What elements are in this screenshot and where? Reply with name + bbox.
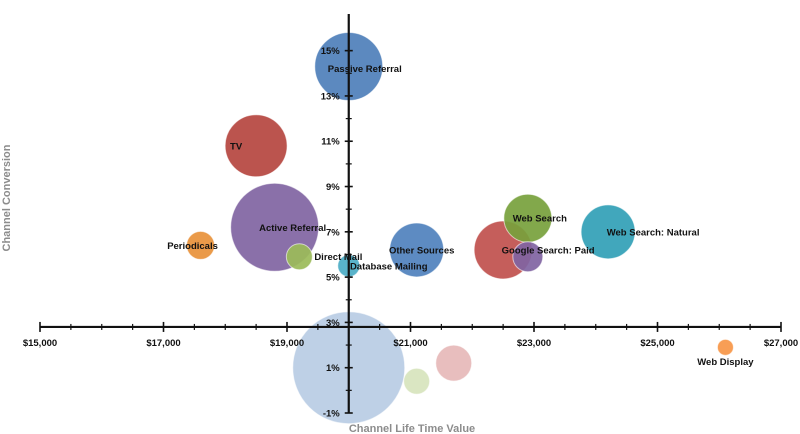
bubble-labels-layer: Passive Referral TV Active Referral Periodi… [167, 64, 754, 368]
y-tick-label: 13% [321, 91, 341, 102]
bubble-unlabeled-9 [512, 241, 544, 273]
y-tick-label: -1% [323, 409, 340, 420]
y-tick-label: 11% [321, 137, 340, 148]
y-tick-label: 9% [326, 182, 340, 193]
x-tick-label: $19,000 [270, 338, 304, 349]
bubble-label: Database Mailing [350, 261, 428, 272]
x-axis-title: Channel Life Time Value [349, 423, 475, 434]
bubble-label: Google Search: Paid [502, 245, 595, 256]
axes-layer: $15,000 $17,000 $19,000 $21,000 $23,000 $25,0… [23, 14, 798, 420]
bubble-unlabeled-12 [403, 367, 431, 395]
x-tick-label: $27,000 [764, 338, 798, 349]
bubble-label: Other Sources [389, 245, 454, 256]
bubble-label: Passive Referral [328, 64, 402, 75]
x-tick-label: $23,000 [517, 338, 551, 349]
bubble-periodicals [186, 230, 216, 260]
bubble-web-display [716, 338, 734, 356]
bubble-label: Web Search [513, 214, 567, 225]
bubble-label: Active Referral [259, 223, 326, 234]
x-tick-label: $25,000 [640, 338, 674, 349]
y-tick-label: 1% [326, 363, 340, 374]
y-tick-label: 15% [321, 46, 341, 57]
x-tick-label: $21,000 [393, 338, 427, 349]
bubble-unlabeled-13 [435, 344, 473, 382]
bubble-web-search-natural [580, 204, 636, 260]
bubble-label: Direct Mail [314, 252, 362, 263]
y-axis-title: Channel Conversion [1, 144, 13, 251]
x-tick-label: $15,000 [23, 338, 57, 349]
bubble-direct-mail [285, 243, 313, 271]
bubble-label: Web Search: Natural [607, 227, 700, 238]
bubble-label: Periodicals [167, 241, 218, 252]
y-tick-label: 5% [326, 273, 340, 284]
bubbles-layer [186, 32, 734, 425]
y-tick-label: 7% [326, 227, 340, 238]
bubble-label: Web Display [697, 357, 754, 368]
bubble-label: TV [230, 141, 243, 152]
x-tick-label: $17,000 [146, 338, 180, 349]
bubble-tv [224, 114, 288, 178]
y-tick-label: 3% [326, 318, 340, 329]
bubble-other-sources [389, 222, 445, 278]
